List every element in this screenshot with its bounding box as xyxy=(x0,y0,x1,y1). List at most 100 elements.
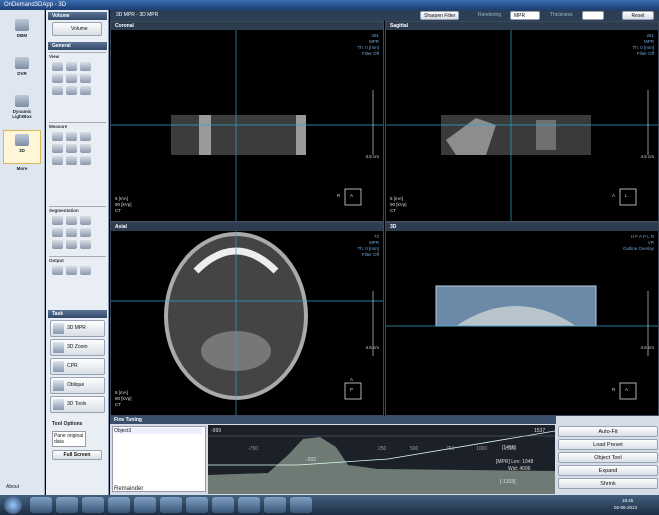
tool-group-label: View xyxy=(49,52,106,59)
tool-icon[interactable] xyxy=(80,144,91,153)
sharpen-button[interactable]: Sharpen Filter xyxy=(420,11,460,20)
viewport-info: Th: 0 [mm] xyxy=(357,45,379,50)
nav-item[interactable]: 3D xyxy=(3,130,41,164)
tool-icon[interactable] xyxy=(52,132,63,141)
action-button[interactable]: Expand xyxy=(558,465,658,476)
action-button[interactable]: Load Preset xyxy=(558,439,658,450)
image xyxy=(386,30,658,221)
start-button[interactable] xyxy=(4,496,22,514)
ct-slice xyxy=(171,115,306,155)
scan-param: 90 [kVp] xyxy=(115,202,132,207)
volume-button[interactable]: Volume xyxy=(52,22,102,36)
tool-icon[interactable] xyxy=(66,132,77,141)
tool-icon[interactable] xyxy=(52,74,63,83)
task-button[interactable]: 3D Tools xyxy=(50,396,105,413)
viewport-info: 281 xyxy=(371,33,379,38)
tool-icon[interactable] xyxy=(52,86,63,95)
thickness-label: Thickness xyxy=(550,12,573,18)
taskbar-app[interactable] xyxy=(82,497,104,513)
viewport-info: H F A P L R xyxy=(630,234,654,239)
scan-param: CT xyxy=(390,208,396,213)
viewport-info: 281 xyxy=(646,33,654,38)
tool-icon[interactable] xyxy=(66,216,77,225)
thickness-input[interactable] xyxy=(582,11,604,20)
viewport[interactable]: Sagittal 281 MPR Th: 0 [mm] Filter Off 4.5 cm… xyxy=(385,21,659,222)
about-link[interactable]: About xyxy=(6,484,20,490)
tool-icon[interactable] xyxy=(52,266,63,275)
remainder-label[interactable]: Remainder xyxy=(114,486,144,492)
viewport[interactable]: Axial 72 MPR Th: 0 [mm] Filter Off 4.5 cm 6 [m… xyxy=(110,222,384,416)
action-button[interactable]: Auto-Fit xyxy=(558,426,658,437)
nav-item[interactable]: Dynamic LightBox xyxy=(3,92,41,126)
histogram-label: -999 xyxy=(211,428,222,434)
tool-icon[interactable] xyxy=(80,132,91,141)
action-button[interactable]: Shrink xyxy=(558,478,658,489)
task-button[interactable]: CPR xyxy=(50,358,105,375)
action-button[interactable]: Object Tool xyxy=(558,452,658,463)
full-screen-button[interactable]: Full Screen xyxy=(52,450,102,460)
tool-icon[interactable] xyxy=(66,228,77,237)
taskbar-app[interactable] xyxy=(186,497,208,513)
taskbar-app[interactable] xyxy=(238,497,260,513)
tool-icon[interactable] xyxy=(66,144,77,153)
task-button[interactable]: 3D Zoom xyxy=(50,339,105,356)
tool-icon[interactable] xyxy=(52,62,63,71)
taskbar-app[interactable] xyxy=(134,497,156,513)
side-panel: Volume Volume General View Measure Segmentati… xyxy=(46,10,109,495)
tool-icon[interactable] xyxy=(80,156,91,165)
jaw-render xyxy=(456,306,576,326)
taskbar-app[interactable] xyxy=(160,497,182,513)
taskbar-app[interactable] xyxy=(56,497,78,513)
viewport[interactable]: 3D H F A P L R VR Outline Overlay 4.5 cm R A xyxy=(385,222,659,416)
orientation-label: P xyxy=(350,387,354,392)
taskbar-app[interactable] xyxy=(290,497,312,513)
axis-label: 250 xyxy=(378,446,387,452)
tool-icon[interactable] xyxy=(80,266,91,275)
tool-icon[interactable] xyxy=(52,216,63,225)
fine-tuning-title: Fine Tuning xyxy=(110,416,556,424)
fine-tuning-panel: Fine Tuning Remainder -999 1537 -202 [1456]… xyxy=(110,416,659,495)
rendering-select[interactable]: MPR xyxy=(510,11,540,20)
tool-options-header: Tool Options xyxy=(52,421,83,427)
viewport[interactable]: Coronal 281 MPR Th: 0 [mm] Filter Off 4.5 cm 6… xyxy=(110,21,384,222)
orientation-box xyxy=(344,188,362,206)
tool-icon[interactable] xyxy=(66,62,77,71)
nav-item[interactable]: DVR xyxy=(3,54,41,88)
tool-icon[interactable] xyxy=(66,240,77,249)
tool-icon[interactable] xyxy=(52,228,63,237)
tool-icon[interactable] xyxy=(80,86,91,95)
tool-icon[interactable] xyxy=(52,156,63,165)
task-button[interactable]: 3D MPR xyxy=(50,320,105,337)
tool-icon[interactable] xyxy=(66,74,77,83)
taskbar-app[interactable] xyxy=(108,497,130,513)
window-title: OnDemand3DApp - 3D xyxy=(4,2,67,8)
orientation-box xyxy=(619,188,637,206)
tool-icon[interactable] xyxy=(52,144,63,153)
tool-icon[interactable] xyxy=(80,74,91,83)
taskbar: 18:45 02-06-2013 xyxy=(0,495,659,515)
scan-param: CT xyxy=(115,208,121,213)
tool-icon[interactable] xyxy=(80,216,91,225)
tool-icon[interactable] xyxy=(66,266,77,275)
clock-time: 18:45 xyxy=(622,498,634,503)
taskbar-app[interactable] xyxy=(212,497,234,513)
tool-icon[interactable] xyxy=(80,240,91,249)
histogram-label: [1456] xyxy=(502,445,516,451)
nav-icon xyxy=(15,134,29,146)
tool-icon[interactable] xyxy=(66,156,77,165)
axis-label: 1250 xyxy=(504,446,516,452)
nav-item[interactable]: More xyxy=(3,166,41,178)
taskbar-app[interactable] xyxy=(264,497,286,513)
nav-label: More xyxy=(16,166,28,171)
task-button[interactable]: Oblique xyxy=(50,377,105,394)
reset-button[interactable]: Reset xyxy=(622,11,654,20)
tool-icon[interactable] xyxy=(52,240,63,249)
tool-icon[interactable] xyxy=(66,86,77,95)
tool-icon[interactable] xyxy=(80,228,91,237)
taskbar-app[interactable] xyxy=(30,497,52,513)
scan-param: 6 [mA] xyxy=(390,196,404,201)
nav-item[interactable]: DBM xyxy=(3,16,41,50)
tool-icon[interactable] xyxy=(80,62,91,71)
tool-group-label: Measure xyxy=(49,122,106,129)
object-item[interactable]: Object3 xyxy=(114,428,202,434)
